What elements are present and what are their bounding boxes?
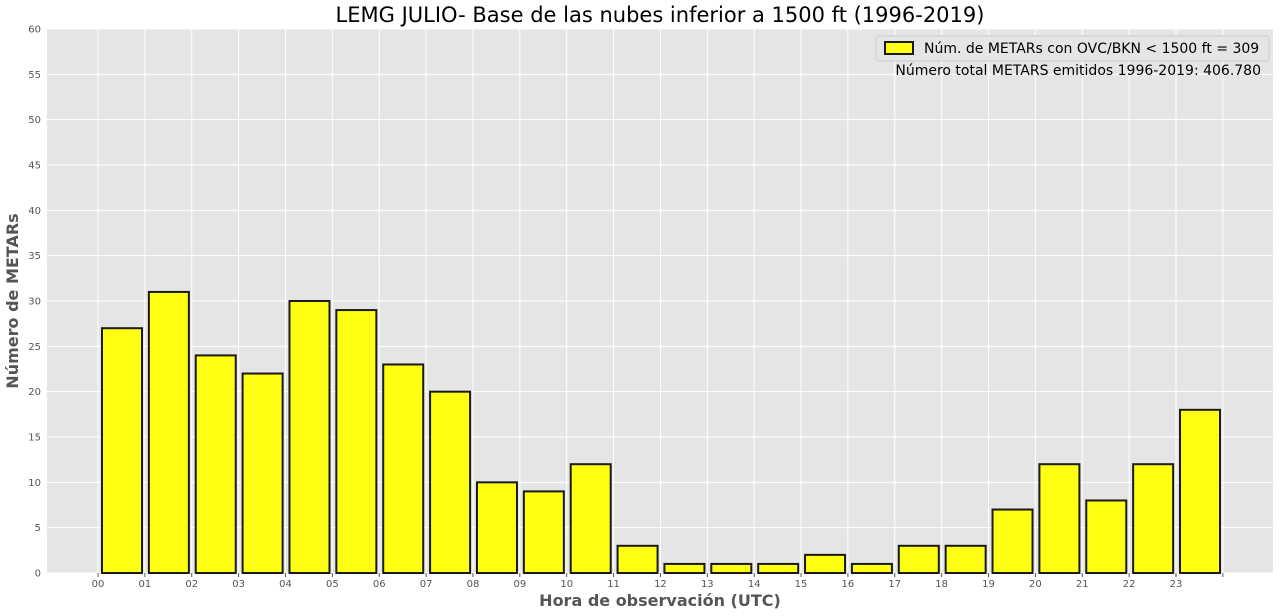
total-metars-annotation: Número total METARS emitidos 1996-2019: … xyxy=(895,63,1261,79)
x-tick-label: 14 xyxy=(748,579,761,590)
x-tick-label: 04 xyxy=(279,579,292,590)
y-tick-label: 45 xyxy=(28,161,41,172)
bar-07 xyxy=(429,390,472,574)
y-tick-label: 35 xyxy=(28,251,41,262)
x-tick-label: 10 xyxy=(560,579,573,590)
bar-09 xyxy=(522,490,565,574)
x-tick-label: 16 xyxy=(842,579,855,590)
x-axis-label: Hora de observación (UTC) xyxy=(539,591,781,610)
y-tick-label: 15 xyxy=(28,433,41,444)
y-tick-label: 50 xyxy=(28,115,41,126)
bar-05 xyxy=(335,309,378,574)
x-tick-label: 07 xyxy=(420,579,433,590)
x-tick-label: 11 xyxy=(607,579,620,590)
y-tick-label: 25 xyxy=(28,342,41,353)
bar-08 xyxy=(475,481,518,575)
x-tick-label: 21 xyxy=(1076,579,1089,590)
bar-16 xyxy=(850,562,893,575)
y-tick-label: 10 xyxy=(28,478,41,489)
bar-03 xyxy=(241,372,284,574)
y-tick-label: 0 xyxy=(35,569,41,580)
y-tick-label: 20 xyxy=(28,387,41,398)
bar-01 xyxy=(147,290,190,574)
x-tick-label: 20 xyxy=(1029,579,1042,590)
x-tick-label: 15 xyxy=(795,579,808,590)
x-tick-label: 09 xyxy=(513,579,526,590)
legend-label: Núm. de METARs con OVC/BKN < 1500 ft = 3… xyxy=(924,41,1259,57)
bar-15 xyxy=(804,553,847,574)
bar-04 xyxy=(288,300,331,574)
bar-00 xyxy=(101,327,143,575)
bar-02 xyxy=(194,354,237,574)
bar-06 xyxy=(382,363,425,575)
legend: Núm. de METARs con OVC/BKN < 1500 ft = 3… xyxy=(875,35,1270,62)
x-tick-label: 19 xyxy=(982,579,995,590)
bar-17 xyxy=(897,544,940,574)
x-tick-label: 05 xyxy=(326,579,339,590)
bar-12 xyxy=(663,562,706,575)
legend-swatch xyxy=(884,41,914,55)
x-tick-label: 12 xyxy=(654,579,667,590)
x-tick-label: 01 xyxy=(139,579,152,590)
x-tick-label: 00 xyxy=(92,579,105,590)
x-tick-label: 22 xyxy=(1123,579,1136,590)
y-tick-label: 55 xyxy=(28,70,41,81)
legend-box xyxy=(875,35,1270,62)
y-axis-label: Número de METARs xyxy=(3,213,22,388)
bar-13 xyxy=(710,562,753,575)
y-tick-label: 40 xyxy=(28,206,41,217)
bar-22 xyxy=(1132,463,1175,575)
y-tick-label: 60 xyxy=(28,25,41,36)
bar-23 xyxy=(1179,408,1222,574)
x-tick-label: 17 xyxy=(888,579,901,590)
chart-title: LEMG JULIO- Base de las nubes inferior a… xyxy=(336,3,985,27)
y-tick-label: 5 xyxy=(35,523,41,534)
x-tick-label: 23 xyxy=(1170,579,1183,590)
bar-19 xyxy=(991,508,1034,574)
x-tick-label: 03 xyxy=(232,579,245,590)
x-tick-label: 08 xyxy=(467,579,480,590)
bar-10 xyxy=(569,463,612,575)
x-tick-label: 18 xyxy=(935,579,948,590)
bar-21 xyxy=(1085,499,1128,575)
bar-18 xyxy=(944,544,987,574)
y-tick-label: 30 xyxy=(28,297,41,308)
x-tick-label: 13 xyxy=(701,579,714,590)
x-tick-label: 02 xyxy=(185,579,198,590)
bar-14 xyxy=(757,562,800,575)
bar-layer xyxy=(101,290,1222,575)
x-tick-label: 06 xyxy=(373,579,386,590)
bar-11 xyxy=(616,544,659,574)
bar-20 xyxy=(1038,463,1081,575)
